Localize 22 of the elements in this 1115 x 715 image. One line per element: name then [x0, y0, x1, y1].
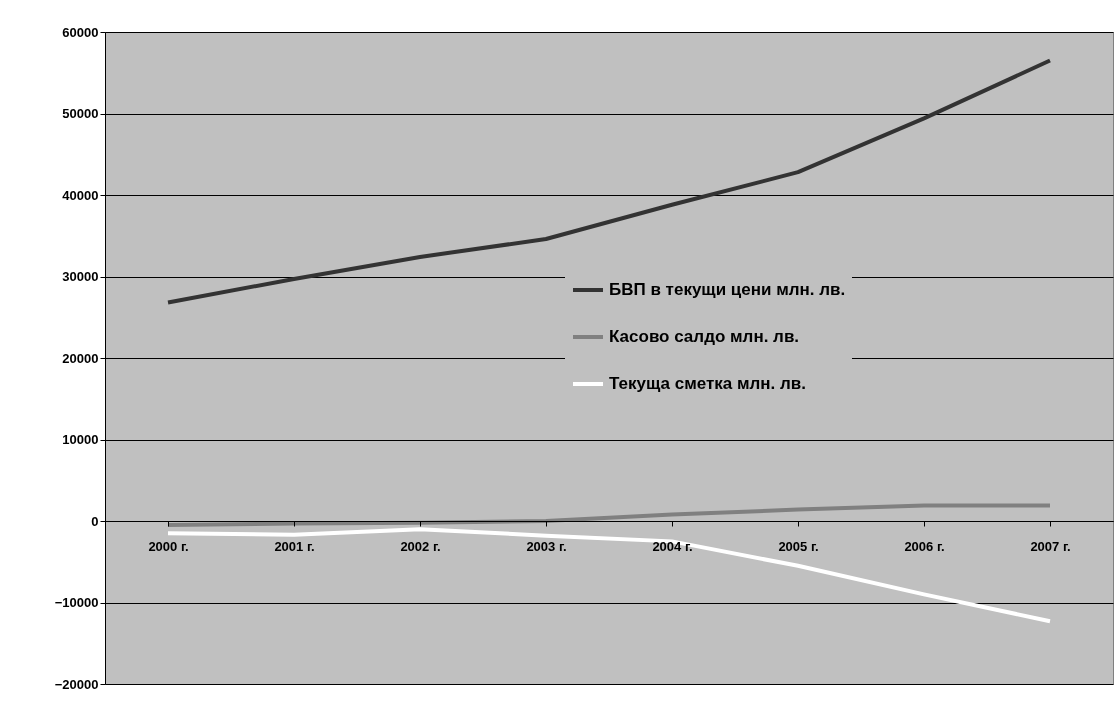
- x-tick-label: 2006 г.: [904, 538, 945, 554]
- legend-label: БВП в текущи цени млн. лв.: [609, 280, 846, 299]
- y-tick-label: 40000: [62, 187, 99, 203]
- x-tick-label: 2005 г.: [778, 538, 819, 554]
- y-tick-label: 20000: [62, 350, 99, 366]
- legend-label: Текуща сметка млн. лв.: [609, 374, 807, 393]
- y-tick-label: 50000: [62, 106, 99, 121]
- x-tick-label: 2000 г.: [148, 538, 189, 554]
- y-tick-label: 60000: [62, 24, 99, 40]
- x-tick-label: 2003 г.: [526, 538, 567, 554]
- line-series: [166, 503, 1052, 528]
- x-tick-label: 2002 г.: [400, 538, 441, 554]
- x-tick-label: 2007 г.: [1030, 538, 1071, 554]
- y-tick-label: −10000: [54, 595, 99, 610]
- x-tick-label: 2004 г.: [652, 538, 693, 554]
- y-tick-label: 30000: [62, 269, 99, 284]
- y-tick-label: 10000: [62, 432, 99, 447]
- y-tick-label: 0: [91, 513, 99, 529]
- legend-label: Касово салдо млн. лв.: [609, 327, 800, 346]
- line-series: [166, 58, 1052, 305]
- y-tick-label: −20000: [54, 676, 99, 692]
- x-tick-label: 2001 г.: [274, 538, 315, 554]
